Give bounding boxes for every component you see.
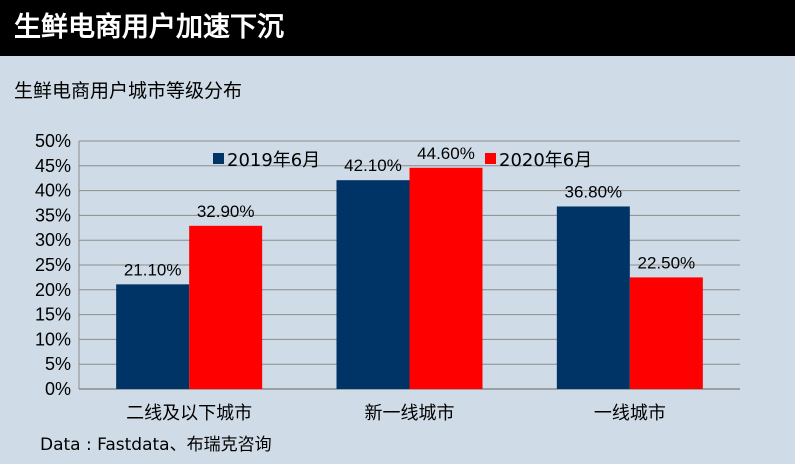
y-tick-label: 45% — [35, 156, 71, 176]
y-tick-label: 20% — [35, 280, 71, 300]
y-tick-label: 50% — [35, 131, 71, 151]
legend-swatch — [213, 153, 224, 164]
chart-subtitle: 生鲜电商用户城市等级分布 — [14, 80, 243, 102]
y-tick-label: 5% — [45, 354, 71, 374]
y-tick-label: 30% — [35, 230, 71, 250]
bar — [629, 277, 703, 389]
data-label: 21.10% — [124, 260, 182, 279]
y-tick-label: 10% — [35, 329, 71, 349]
data-label: 44.60% — [417, 144, 475, 163]
source-note: Data : Fastdata、布瑞克咨询 — [40, 435, 272, 455]
y-tick-label: 35% — [35, 205, 71, 225]
bar — [556, 206, 630, 389]
bar — [336, 180, 410, 389]
legend-swatch — [485, 153, 496, 164]
page-title: 生鲜电商用户加速下沉 — [0, 0, 795, 56]
y-tick-label: 0% — [45, 379, 71, 399]
data-label: 32.90% — [197, 202, 255, 221]
legend-label: 2019年6月 — [227, 150, 320, 171]
legend-label: 2020年6月 — [499, 150, 592, 171]
data-label: 42.10% — [344, 156, 402, 175]
bar — [116, 284, 190, 389]
data-label: 22.50% — [637, 253, 695, 272]
x-tick-label: 二线及以下城市 — [126, 403, 252, 424]
x-tick-label: 新一线城市 — [365, 403, 455, 424]
data-label: 36.80% — [564, 182, 622, 201]
y-tick-label: 15% — [35, 305, 71, 325]
y-tick-label: 25% — [35, 255, 71, 275]
x-tick-label: 一线城市 — [594, 403, 666, 424]
bar — [409, 167, 483, 389]
y-tick-label: 40% — [35, 181, 71, 201]
bar — [189, 225, 263, 389]
